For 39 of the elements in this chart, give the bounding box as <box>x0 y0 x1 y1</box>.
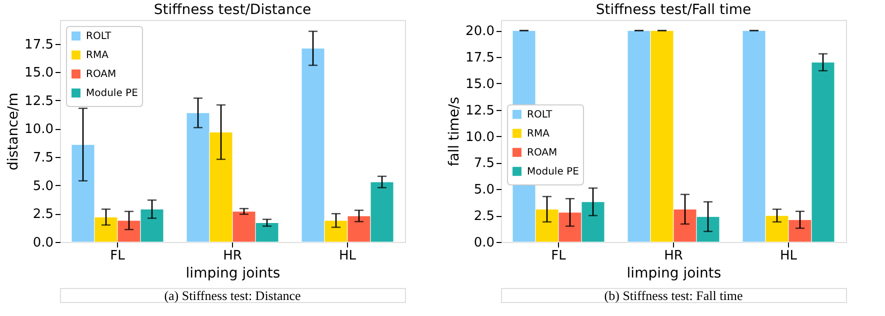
legend-label: Module PE <box>527 166 579 178</box>
x-tick-label: HL <box>338 248 357 264</box>
text: (a) Stiffness test: Distance <box>164 288 302 303</box>
legend-label: ROAM <box>527 147 558 158</box>
x-tick-label: FL <box>551 248 567 264</box>
y-tick-label: 7.5 <box>32 150 54 166</box>
x-axis-title: limping joints <box>186 266 280 282</box>
x-tick-label: HL <box>780 248 798 264</box>
y-tick-label: 0.0 <box>32 236 54 250</box>
chart-title: Stiffness test/Distance <box>154 2 312 18</box>
y-tick-label: 20.0 <box>466 24 494 40</box>
y-tick-label: 12.5 <box>24 94 54 109</box>
legend-label: ROAM <box>86 69 116 80</box>
y-axis-title: fall time/s <box>446 96 463 166</box>
x-tick-label: HR <box>223 248 242 264</box>
legend-label: ROLT <box>527 109 554 120</box>
y-tick-label: 15.0 <box>466 76 494 92</box>
y-tick-label: 10.0 <box>466 130 494 145</box>
text: (b) Stiffness test: Fall time <box>604 288 743 303</box>
y-tick-label: 5.0 <box>32 178 54 194</box>
legend-label: Module PE <box>86 88 138 99</box>
y-tick-label: 0.0 <box>474 236 494 250</box>
legend-label: RMA <box>86 50 109 61</box>
y-tick-label: 17.5 <box>24 37 54 52</box>
y-tick-label: 2.5 <box>32 207 54 222</box>
chart-title: Stiffness test/Fall time <box>596 2 752 18</box>
y-tick-label: 15.0 <box>24 66 54 81</box>
y-tick-label: 2.5 <box>474 209 494 224</box>
x-tick-label: FL <box>110 248 126 264</box>
y-tick-label: 12.5 <box>466 103 494 118</box>
legend-label: ROLT <box>86 31 112 42</box>
y-tick-label: 10.0 <box>24 122 54 138</box>
y-tick-label: 7.5 <box>474 156 494 172</box>
y-tick-label: 17.5 <box>466 50 494 66</box>
legend-label: RMA <box>527 128 550 140</box>
x-axis-title: limping joints <box>626 266 722 282</box>
x-tick-label: HR <box>664 248 683 264</box>
y-tick-label: 5.0 <box>474 182 494 198</box>
y-axis-title: distance/m <box>6 92 22 170</box>
